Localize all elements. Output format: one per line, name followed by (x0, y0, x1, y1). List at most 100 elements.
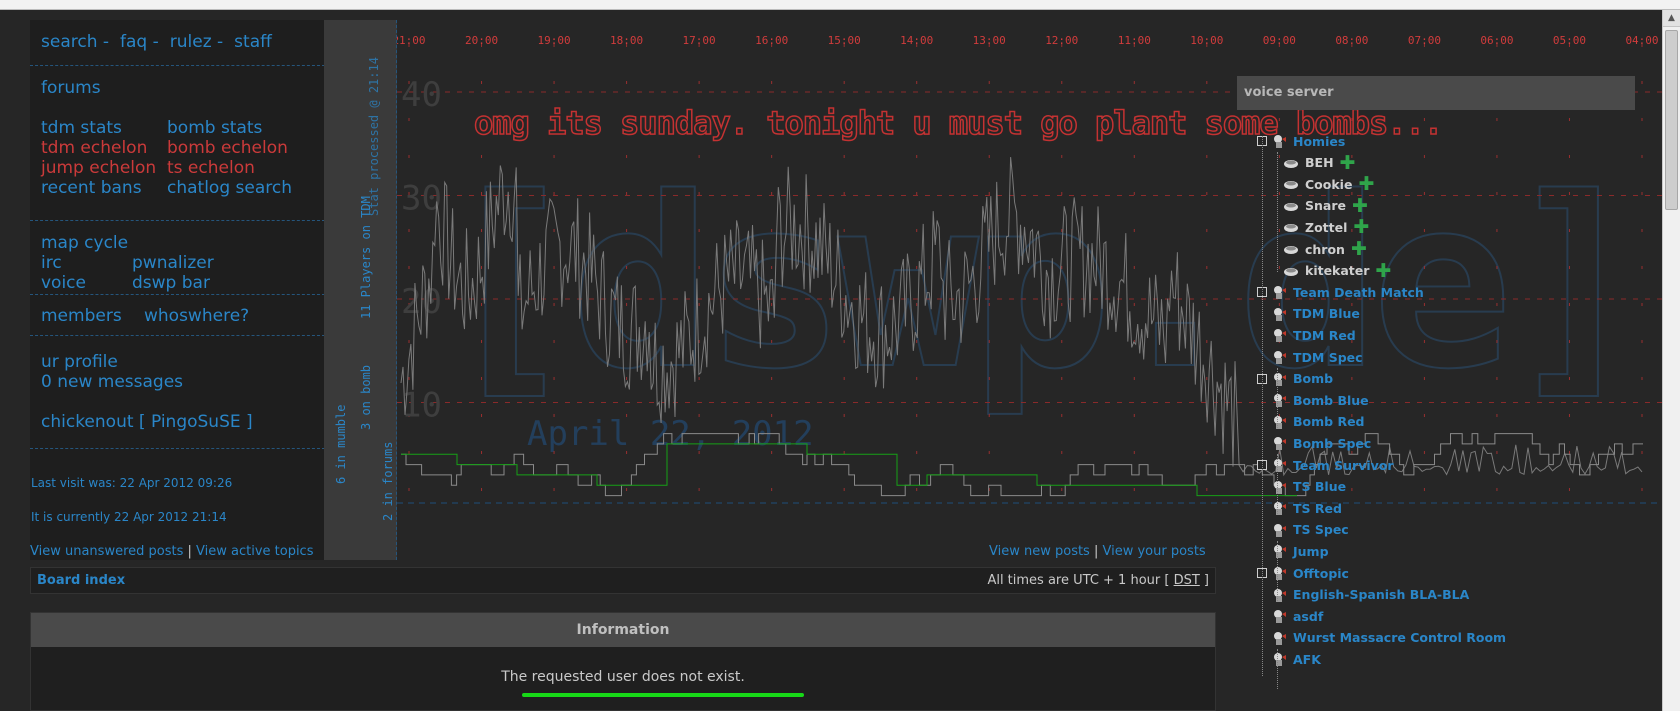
nav-map-cycle-link[interactable]: map cycle (41, 233, 129, 253)
time-tick-label: 16:00 (755, 34, 788, 47)
information-message: The requested user does not exist. (501, 669, 745, 685)
channel-icon (1271, 479, 1287, 495)
voice-channel[interactable]: TDM Red (1271, 325, 1356, 345)
mumble-users-text: 6 in mumble (334, 404, 348, 484)
tree-connector (1277, 368, 1278, 428)
voice-channel[interactable]: Bomb Blue (1271, 390, 1369, 410)
nav-bomb-echelon-link[interactable]: bomb echelon (167, 138, 288, 158)
voice-tree-label: Bomb Blue (1293, 392, 1369, 408)
nav-whoswhere-link[interactable]: whoswhere? (144, 306, 250, 326)
nav-tdm-stats-link[interactable]: tdm stats (41, 118, 122, 138)
tree-connector (1277, 152, 1278, 272)
nav-tdm-echelon-link[interactable]: tdm echelon (41, 138, 148, 158)
level-tick-label: 10 (401, 386, 442, 426)
nav-search-link[interactable]: search - (41, 32, 110, 52)
nav-dswp-bar-link[interactable]: dswp bar (132, 273, 210, 293)
tree-connector (1277, 649, 1278, 689)
time-tick-label: 20:00 (465, 34, 498, 47)
tdm-players-text: 11 Players on TDM (359, 196, 373, 319)
user-talk-icon (1283, 155, 1299, 171)
voice-tree-label: AFK (1293, 651, 1321, 667)
dst-label: DST (1173, 573, 1200, 588)
voice-channel[interactable]: Homies (1257, 131, 1345, 151)
voice-channel[interactable]: English-Spanish BLA-BLA (1271, 585, 1469, 605)
channel-icon (1271, 414, 1287, 430)
nav-members-link[interactable]: members (41, 306, 122, 326)
view-new-posts-link[interactable]: View new posts (989, 544, 1090, 559)
nav-messages-link[interactable]: 0 new messages (41, 372, 184, 392)
voice-tree-label: asdf (1293, 608, 1324, 624)
nav-user-logout-link[interactable]: chickenout [ PingoSuSE ] (41, 412, 253, 432)
voice-tree-label: Cookie (1305, 176, 1353, 192)
voice-tree-label: Wurst Massacre Control Room (1293, 630, 1507, 646)
level-tick-label: 40 (401, 75, 442, 115)
view-unanswered-link[interactable]: View unanswered posts (30, 544, 184, 559)
voice-user[interactable]: Snare ✚ (1283, 196, 1368, 216)
time-tick-label: 09:00 (1263, 34, 1296, 47)
time-tick-label: 17:00 (683, 34, 716, 47)
voice-tree-label: Homies (1293, 133, 1346, 149)
time-tick-label: 12:00 (1045, 34, 1078, 47)
board-index-link[interactable]: Board index (37, 573, 126, 588)
nav-bomb-stats-link[interactable]: bomb stats (167, 118, 263, 138)
nav-irc-link[interactable]: irc (41, 253, 62, 273)
stat-processed-text: Stat processed @ 21:14 (367, 57, 381, 216)
voice-channel[interactable]: Offtopic (1257, 563, 1349, 583)
voice-user[interactable]: Zottel ✚ (1283, 217, 1369, 237)
quick-links-right: View new posts | View your posts (989, 544, 1206, 559)
voice-channel[interactable]: TS Spec (1271, 520, 1349, 540)
nav-chatlog-search-link[interactable]: chatlog search (167, 178, 292, 198)
channel-icon (1271, 349, 1287, 365)
nav-pwnalizer-link[interactable]: pwnalizer (132, 253, 214, 273)
voice-channel[interactable]: Team Death Match (1257, 282, 1424, 302)
nav-recent-bans-link[interactable]: recent bans (41, 178, 142, 198)
voice-channel[interactable]: Bomb (1257, 369, 1333, 389)
time-tick-label: 06:00 (1480, 34, 1513, 47)
scroll-thumb[interactable] (1665, 30, 1678, 210)
channel-icon (1271, 565, 1287, 581)
voice-user[interactable]: BEH ✚ (1283, 153, 1355, 173)
voice-tree-label: Bomb (1293, 371, 1334, 387)
voice-user[interactable]: Cookie ✚ (1283, 174, 1374, 194)
voice-channel[interactable]: TS Blue (1271, 477, 1346, 497)
channel-icon (1271, 133, 1287, 149)
nav-faq-link[interactable]: faq - (120, 32, 159, 52)
highlight-underline (522, 693, 804, 697)
nav-staff-link[interactable]: staff (234, 32, 272, 52)
voice-channel[interactable]: Bomb Spec (1271, 433, 1371, 453)
voice-user[interactable]: chron ✚ (1283, 239, 1367, 259)
voice-server-title: voice server (1237, 76, 1635, 110)
voice-channel[interactable]: AFK (1271, 649, 1321, 669)
voice-channel[interactable]: TDM Spec (1271, 347, 1363, 367)
view-your-posts-link[interactable]: View your posts (1102, 544, 1206, 559)
nav-ts-echelon-link[interactable]: ts echelon (167, 158, 255, 178)
view-active-link[interactable]: View active topics (196, 544, 314, 559)
voice-tree-label: chron (1305, 241, 1345, 257)
voice-tree-label: Bomb Spec (1293, 435, 1372, 451)
voice-channel[interactable]: Jump (1271, 541, 1329, 561)
voice-channel[interactable]: Wurst Massacre Control Room (1271, 628, 1506, 648)
channel-icon (1271, 630, 1287, 646)
page-scrollbar[interactable]: ▲ (1662, 10, 1680, 711)
left-nav-panel: search - faq - rulez - staff forums tdm … (30, 20, 325, 560)
voice-channel[interactable]: TS Red (1271, 498, 1342, 518)
voice-tree-label: TS Red (1293, 500, 1342, 516)
voice-channel[interactable]: asdf (1271, 606, 1323, 626)
nav-profile-link[interactable]: ur profile (41, 352, 118, 372)
channel-icon (1271, 500, 1287, 516)
voice-tree-label: Team Death Match (1293, 284, 1424, 300)
nav-forums-link[interactable]: forums (41, 78, 101, 98)
voice-tree-label: Snare (1305, 198, 1346, 214)
add-plus-icon: ✚ (1358, 173, 1375, 196)
live-status-bar: Stat processed @ 21:14 11 Players on TDM… (324, 20, 397, 560)
nav-jump-echelon-link[interactable]: jump echelon (41, 158, 157, 178)
nav-voice-link[interactable]: voice (41, 273, 86, 293)
user-talk-icon (1283, 198, 1299, 214)
voice-channel[interactable]: Bomb Red (1271, 412, 1365, 432)
scroll-up-arrow-icon[interactable]: ▲ (1663, 10, 1680, 27)
voice-tree-label: Team Survivor (1293, 457, 1394, 473)
voice-channel[interactable]: TDM Blue (1271, 304, 1360, 324)
nav-rulez-link[interactable]: rulez - (169, 32, 224, 52)
voice-user[interactable]: kitekater ✚ (1283, 261, 1391, 281)
channel-icon (1271, 435, 1287, 451)
